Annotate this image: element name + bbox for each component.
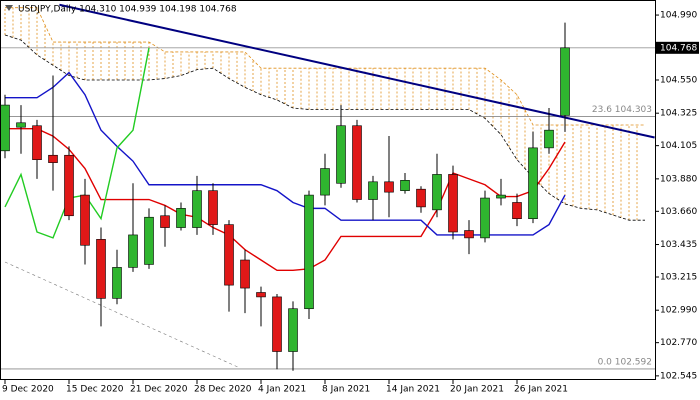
candle-body <box>0 104 10 152</box>
y-tick-label: 104.105 <box>660 141 697 151</box>
x-tick-label: 21 Dec 2020 <box>130 385 188 395</box>
candle-body <box>48 154 58 163</box>
fib-label: 23.6 104.303 <box>592 105 652 115</box>
candle-body <box>528 147 538 220</box>
x-tick-label: 8 Jan 2021 <box>322 385 370 395</box>
fib-label: 0.0 102.592 <box>598 357 652 367</box>
x-tick-label: 14 Jan 2021 <box>386 385 440 395</box>
candle-body <box>464 230 474 239</box>
candle-body <box>240 259 250 289</box>
candle-body <box>192 190 202 228</box>
x-tick-label: 9 Dec 2020 <box>2 385 54 395</box>
candle-body <box>512 202 522 220</box>
candle-body <box>32 125 42 160</box>
candle-body <box>64 154 74 217</box>
candle-body <box>144 216 154 265</box>
candle-body <box>432 174 442 211</box>
candle-body <box>256 292 266 298</box>
candle-body <box>112 267 122 299</box>
candle-body <box>368 181 378 200</box>
candle-body <box>208 190 218 225</box>
chart-title: USDJPY,Daily 104.310 104.939 104.198 104… <box>18 5 237 15</box>
indicator-line <box>5 127 566 272</box>
y-tick-label: 104.550 <box>660 75 697 85</box>
x-tick-label: 15 Dec 2020 <box>66 385 124 395</box>
candle-body <box>128 234 138 268</box>
x-tick-label: 26 Jan 2021 <box>514 385 568 395</box>
candle-body <box>400 180 410 191</box>
last-price-tag <box>656 41 699 54</box>
candle-body <box>304 194 314 310</box>
fan-line <box>4 261 241 369</box>
y-tick-label: 102.545 <box>660 371 697 381</box>
x-tick-label: 4 Jan 2021 <box>258 385 306 395</box>
trendline <box>59 3 655 139</box>
candle-body <box>160 215 170 228</box>
y-tick-label: 103.435 <box>660 240 697 250</box>
candle-body <box>272 296 282 352</box>
y-tick-label: 102.770 <box>660 338 697 348</box>
x-tick-label: 28 Dec 2020 <box>194 385 252 395</box>
senkou-span-b <box>5 7 645 126</box>
y-tick-label: 104.990 <box>660 11 697 21</box>
indicator-line <box>4 47 150 239</box>
candle-body <box>96 239 106 299</box>
candle-body <box>384 181 394 193</box>
candle-body <box>224 224 234 286</box>
last-price-label: 104.768 <box>660 43 697 53</box>
candle-body <box>560 47 570 116</box>
candle-body <box>336 125 346 184</box>
candle-body <box>176 208 186 228</box>
title-icon <box>5 5 13 11</box>
y-tick-label: 103.660 <box>660 207 697 217</box>
candle-body <box>416 188 426 208</box>
candle-body <box>80 194 90 246</box>
candle-body <box>544 129 554 149</box>
y-tick-label: 103.215 <box>660 272 697 282</box>
candle-body <box>320 168 330 196</box>
x-tick-label: 20 Jan 2021 <box>450 385 504 395</box>
candle-body <box>352 125 362 200</box>
y-tick-label: 103.880 <box>660 174 697 184</box>
candle-body <box>480 197 490 239</box>
candle-body <box>448 174 458 233</box>
y-tick-label: 102.990 <box>660 306 697 316</box>
plot: 23.6 104.303 0.0 102.592 <box>0 3 655 371</box>
plot-frame <box>0 0 656 380</box>
candle-body <box>288 308 298 352</box>
candle-body <box>496 194 506 199</box>
candle-body <box>16 122 26 128</box>
y-tick-label: 104.325 <box>660 109 697 119</box>
